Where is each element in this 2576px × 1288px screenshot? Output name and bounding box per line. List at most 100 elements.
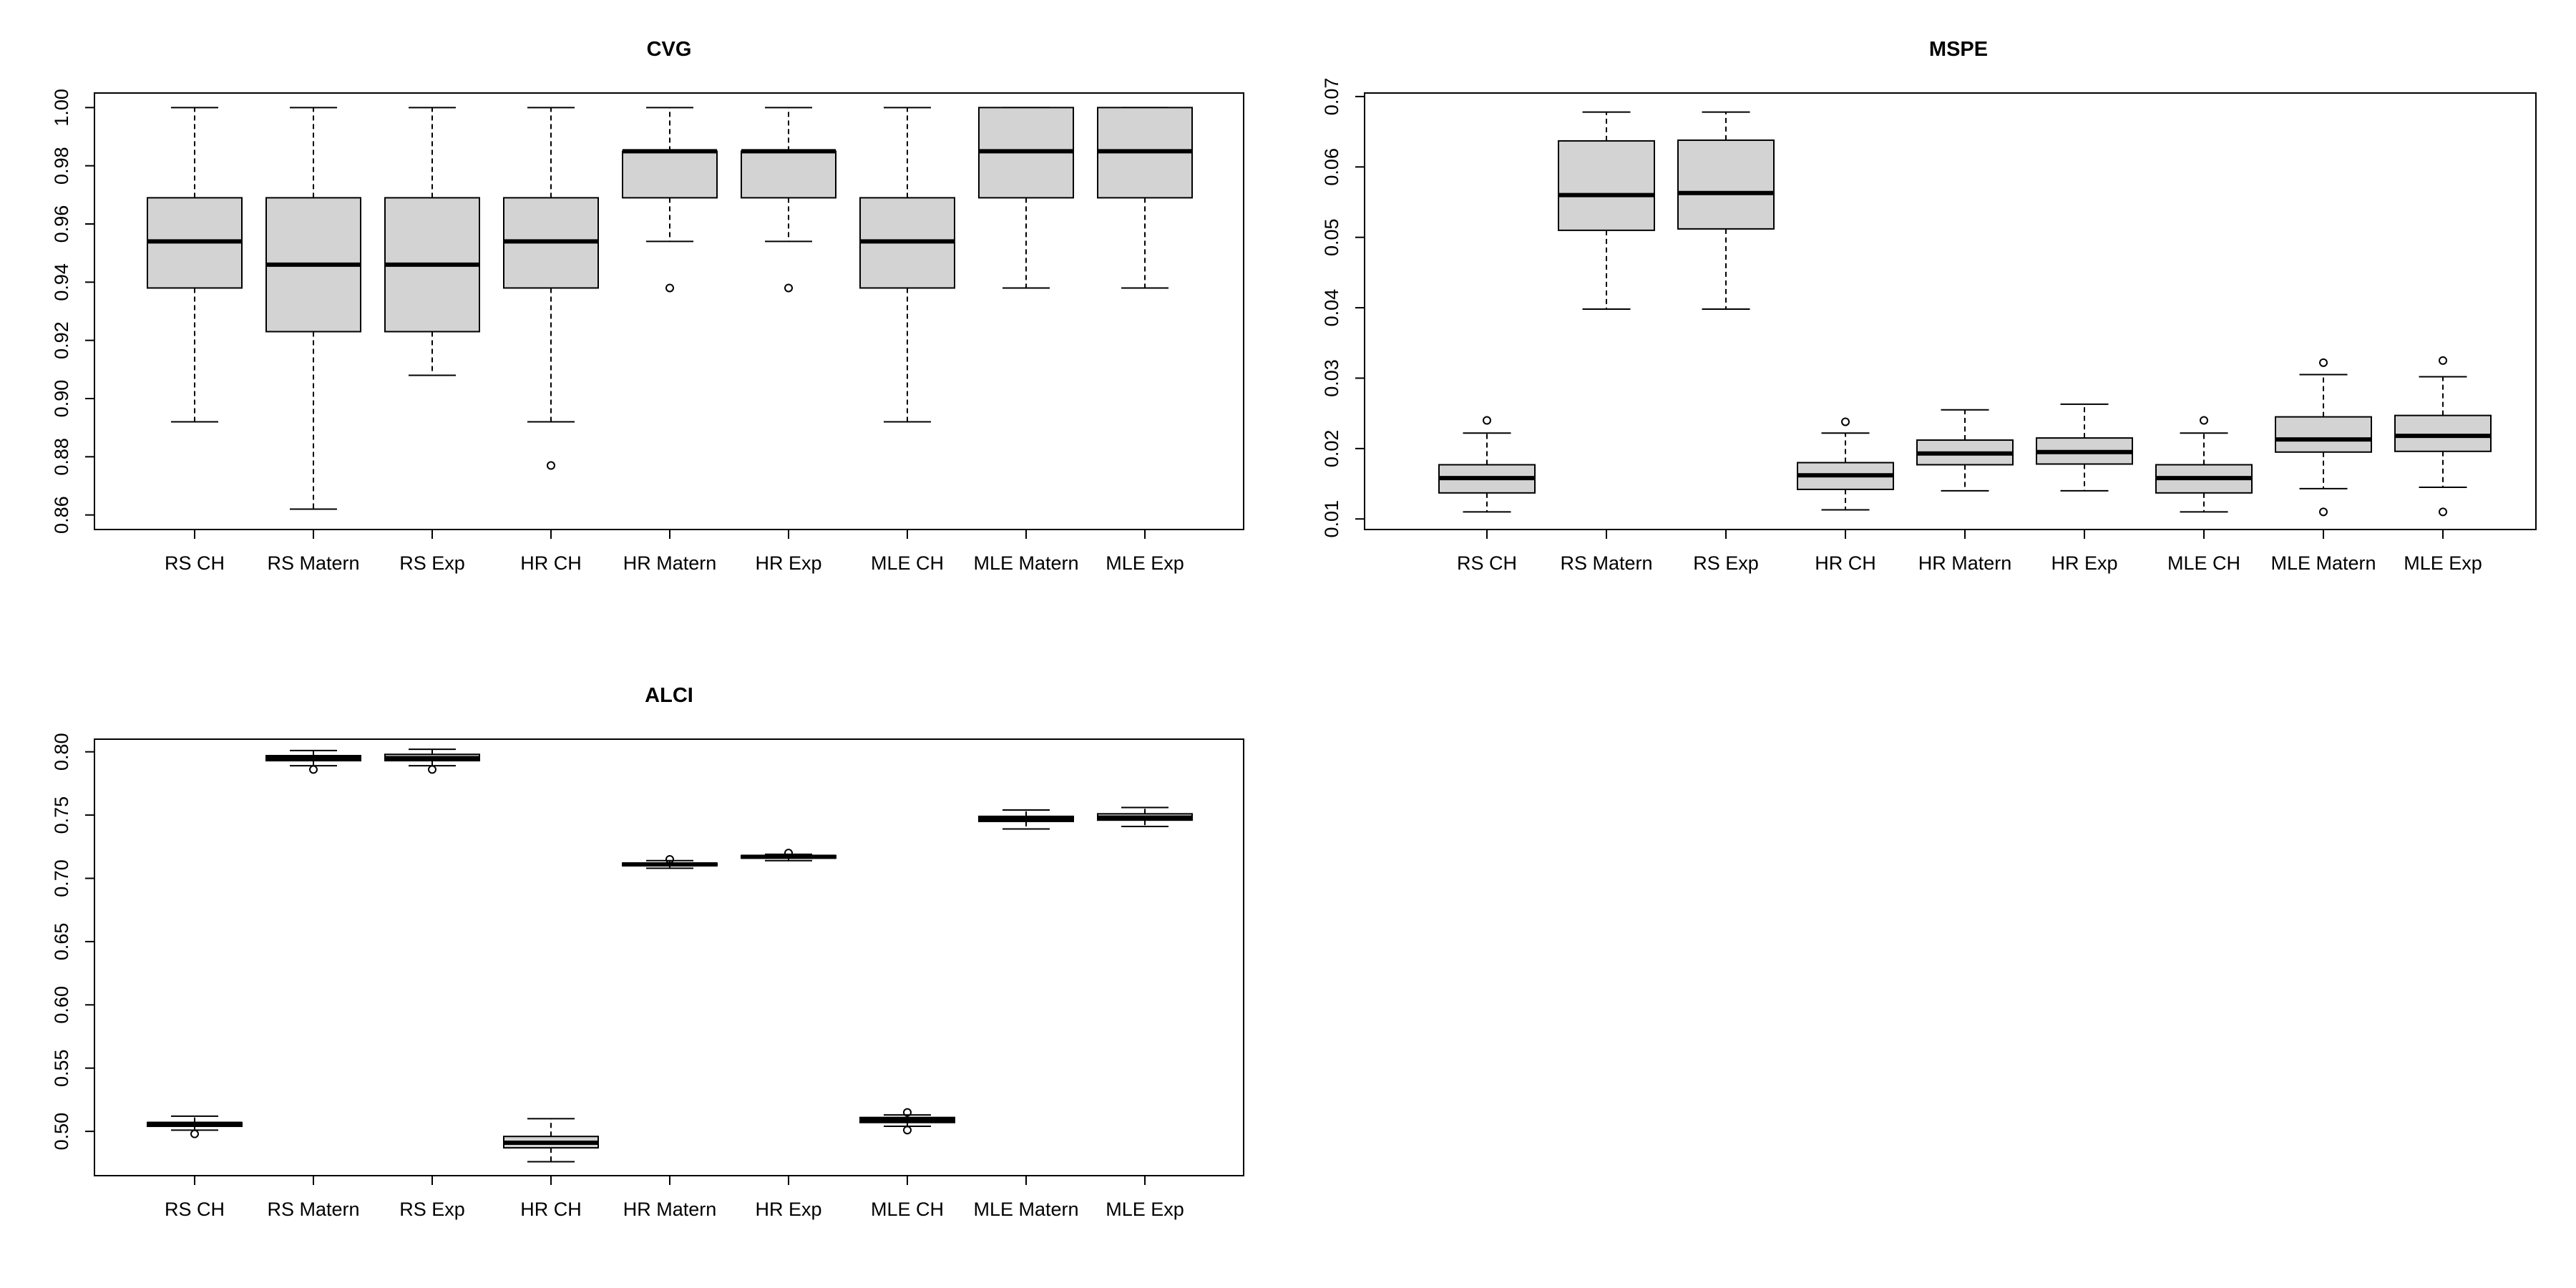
mspe-box-2 [1558, 111, 1655, 311]
mspe-x-tick-label: RS CH [1457, 552, 1517, 574]
mspe-y-tick-label: 0.01 [1321, 500, 1342, 538]
cvg-box-6 [741, 107, 836, 293]
alci-x-tick-label: RS Exp [399, 1199, 465, 1220]
alci-box-8 [978, 809, 1074, 830]
mspe-panel: MSPE 0.01 0.02 0.03 0.04 0.05 0.06 0.07 RS CH R… [1321, 38, 2537, 574]
cvg-title: CVG [647, 38, 692, 61]
cvg-boxes [147, 107, 1193, 510]
alci-x-tick-label: RS CH [165, 1199, 225, 1220]
cvg-y-tick-label: 0.90 [51, 380, 72, 418]
mspe-outlier-point [2319, 358, 2328, 367]
alci-y-tick-label: 0.60 [51, 986, 72, 1024]
cvg-box-3 [384, 107, 480, 376]
mspe-outlier-point [1841, 417, 1850, 426]
alci-y-tick-label: 0.65 [51, 923, 72, 961]
mspe-x-tick-label: HR Exp [2051, 552, 2117, 574]
mspe-x-tick-label: MLE CH [2167, 552, 2240, 574]
alci-x-tick-label: MLE Exp [1106, 1199, 1184, 1220]
alci-x-axis: RS CH RS Matern RS Exp HR CH HR Matern HR Exp… [165, 1175, 1184, 1220]
alci-x-tick-label: MLE Matern [973, 1199, 1078, 1220]
mspe-outlier-point [2200, 416, 2208, 425]
cvg-outlier-point [665, 283, 674, 293]
mspe-y-tick-label: 0.04 [1321, 289, 1342, 327]
alci-outlier-point [665, 854, 674, 864]
alci-outlier-point [309, 765, 318, 774]
mspe-box-9 [2394, 356, 2492, 517]
mspe-box-iqr [1677, 139, 1775, 230]
mspe-box-3 [1677, 111, 1775, 311]
cvg-y-tick-label: 0.96 [51, 205, 72, 243]
mspe-y-tick-label: 0.03 [1321, 359, 1342, 397]
alci-box-6 [741, 849, 836, 862]
mspe-box-5 [1916, 409, 2014, 492]
cvg-box-7 [859, 107, 955, 423]
cvg-y-axis: 0.86 0.88 0.90 0.92 0.94 0.96 0.98 1.00 [51, 89, 95, 534]
alci-y-tick-label: 0.70 [51, 859, 72, 897]
mspe-box-iqr [2394, 414, 2492, 452]
cvg-outlier-point [547, 461, 555, 470]
cvg-y-tick-label: 1.00 [51, 89, 72, 127]
cvg-x-tick-label: HR Exp [755, 552, 821, 574]
alci-box-9 [1097, 806, 1193, 827]
alci-box-5 [622, 854, 718, 869]
cvg-x-tick-label: MLE Matern [973, 552, 1078, 574]
mspe-y-tick-label: 0.02 [1321, 430, 1342, 468]
cvg-y-tick-label: 0.92 [51, 321, 72, 359]
alci-plot-frame [94, 738, 1244, 1176]
alci-outlier-point [903, 1108, 912, 1117]
alci-outlier-point [428, 765, 436, 774]
mspe-x-tick-label: RS Matern [1560, 552, 1652, 574]
cvg-y-tick-label: 0.88 [51, 438, 72, 476]
cvg-panel: CVG 0.86 0.88 0.90 0.92 0.94 0.96 0.98 1.00 RS … [51, 38, 1244, 574]
mspe-y-tick-label: 0.06 [1321, 148, 1342, 186]
cvg-box-2 [265, 107, 361, 510]
mspe-outlier-point [2319, 507, 2328, 517]
alci-box-1 [147, 1115, 243, 1138]
cvg-box-5 [622, 107, 718, 293]
alci-y-tick-label: 0.75 [51, 796, 72, 834]
mspe-x-tick-label: RS Exp [1693, 552, 1759, 574]
mspe-outlier-point [2439, 507, 2447, 517]
alci-outlier-point [190, 1129, 199, 1138]
alci-box-3 [384, 748, 480, 774]
alci-outlier-point [903, 1126, 912, 1135]
cvg-x-tick-label: MLE CH [871, 552, 944, 574]
cvg-box-8 [978, 107, 1074, 289]
cvg-plot-frame [94, 92, 1244, 530]
cvg-x-tick-label: HR Matern [623, 552, 717, 574]
mspe-x-tick-label: HR Matern [1918, 552, 2012, 574]
alci-x-tick-label: RS Matern [267, 1199, 359, 1220]
mspe-box-7 [2155, 416, 2253, 513]
alci-outlier-point [784, 849, 793, 858]
cvg-x-tick-label: HR CH [520, 552, 582, 574]
alci-box-2 [265, 749, 361, 774]
cvg-box-9 [1097, 107, 1193, 289]
cvg-box-iqr [622, 150, 718, 199]
mspe-outlier-point [2439, 356, 2447, 365]
cvg-y-tick-label: 0.86 [51, 496, 72, 534]
cvg-x-axis: RS CH RS Matern RS Exp HR CH HR Matern HR Exp… [165, 529, 1184, 574]
cvg-y-tick-label: 0.94 [51, 263, 72, 301]
cvg-box-4 [503, 107, 599, 470]
alci-x-tick-label: HR Matern [623, 1199, 717, 1220]
cvg-box-1 [147, 107, 243, 423]
mspe-box-6 [2036, 403, 2133, 492]
cvg-y-tick-label: 0.98 [51, 147, 72, 185]
mspe-y-tick-label: 0.05 [1321, 218, 1342, 256]
alci-boxes [147, 748, 1193, 1163]
mspe-boxes [1438, 111, 2492, 517]
mspe-y-tick-label: 0.07 [1321, 78, 1342, 116]
cvg-outlier-point [784, 283, 793, 293]
mspe-box-iqr [2275, 416, 2372, 453]
mspe-plot-frame [1364, 92, 2537, 530]
mspe-box-4 [1797, 417, 1894, 511]
cvg-box-iqr [741, 150, 836, 199]
mspe-x-tick-label: MLE Matern [2270, 552, 2376, 574]
mspe-x-tick-label: HR CH [1815, 552, 1876, 574]
cvg-x-tick-label: RS Exp [399, 552, 465, 574]
alci-y-tick-label: 0.80 [51, 733, 72, 771]
alci-y-tick-label: 0.50 [51, 1113, 72, 1151]
mspe-box-iqr [1558, 140, 1655, 231]
